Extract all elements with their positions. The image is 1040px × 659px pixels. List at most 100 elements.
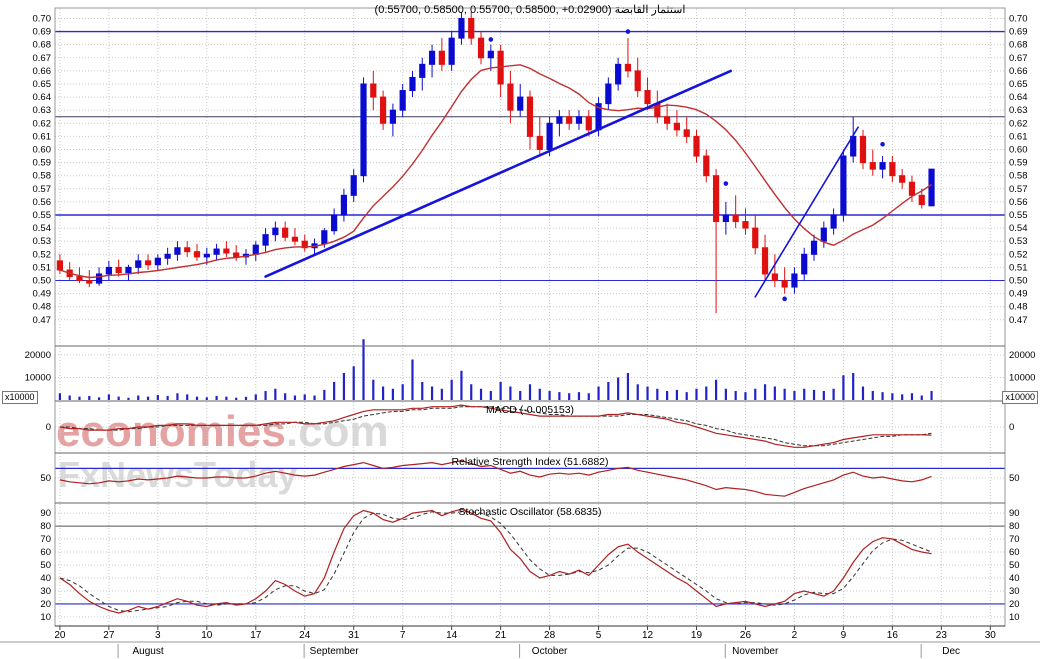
x-tick-label: 24 xyxy=(299,630,311,641)
x-axis-layer: 20 27 3 10 17 24 31 7 14 21 28 5 12 19 26 2 9 16 23 30 Augus… xyxy=(54,626,996,658)
x-tick-label: 31 xyxy=(348,630,360,641)
panel-labels-layer: MACD (-0.005153) Relative Strength Index … xyxy=(451,404,608,518)
price-axis-label: 0.60 xyxy=(33,144,52,155)
watermark-economies: economies.com xyxy=(56,407,389,456)
stoch-axis-label: 50 xyxy=(1009,560,1020,571)
price-axis-label: 0.58 xyxy=(33,171,52,182)
stoch-axis-label: 90 xyxy=(40,508,51,519)
price-axis-label: 0.63 xyxy=(1009,105,1028,116)
x-tick-label: 5 xyxy=(596,630,602,641)
price-axis-label: 0.56 xyxy=(33,197,52,208)
volume-axis-label: 10000 xyxy=(25,373,51,384)
stoch-axis-label: 20 xyxy=(1009,599,1020,610)
volume-multiplier-left: x10000 xyxy=(2,391,38,404)
stoch-axis-label: 10 xyxy=(40,612,51,623)
price-axis-label: 0.47 xyxy=(33,315,52,326)
volume-multiplier-right: x10000 xyxy=(1002,391,1038,404)
price-axis-label: 0.57 xyxy=(1009,184,1028,195)
month-label: August xyxy=(132,646,163,657)
price-axis-label: 0.59 xyxy=(33,158,52,169)
x-tick-label: 16 xyxy=(887,630,899,641)
x-tick-label: 23 xyxy=(936,630,948,641)
price-axis-label: 0.52 xyxy=(33,249,52,260)
price-axis-label: 0.50 xyxy=(1009,275,1028,286)
month-label: November xyxy=(732,646,779,657)
price-axis-label: 0.61 xyxy=(33,131,52,142)
price-axis-label: 0.68 xyxy=(33,40,52,51)
price-axis-label: 0.66 xyxy=(1009,66,1028,77)
month-label: September xyxy=(310,646,360,657)
chart-title: (0.55700, 0.58500, 0.55700, 0.58500, +0.… xyxy=(374,4,686,16)
price-axis-label: 0.51 xyxy=(1009,262,1028,273)
x-tick-label: 7 xyxy=(400,630,406,641)
price-axis-label: 0.55 xyxy=(1009,210,1028,221)
x-tick-label: 12 xyxy=(642,630,654,641)
rsi-axis-label: 50 xyxy=(1009,473,1020,484)
volume-axis-label: 10000 xyxy=(1009,373,1035,384)
price-axis-label: 0.67 xyxy=(1009,53,1028,64)
stoch-axis-label: 70 xyxy=(40,534,51,545)
price-axis-label: 0.58 xyxy=(1009,171,1028,182)
price-axis-label: 0.48 xyxy=(1009,302,1028,313)
stoch-axis-label: 40 xyxy=(1009,573,1020,584)
watermark-brand: economies xyxy=(56,407,286,456)
stoch-axis-label: 60 xyxy=(1009,547,1020,558)
price-axis-label: 0.69 xyxy=(1009,27,1028,38)
price-axis-label: 0.70 xyxy=(33,13,52,24)
month-label: October xyxy=(532,646,568,657)
volume-bars-layer xyxy=(58,339,933,400)
x-tick-label: 30 xyxy=(985,630,997,641)
stoch-axis-label: 60 xyxy=(40,547,51,558)
price-axis-label: 0.51 xyxy=(33,262,52,273)
price-axis-label: 0.66 xyxy=(33,66,52,77)
price-axis-label: 0.53 xyxy=(33,236,52,247)
rsi-panel-label: Relative Strength Index (51.6882) xyxy=(451,456,608,468)
stoch-axis-label: 50 xyxy=(40,560,51,571)
trendlines-layer xyxy=(264,29,885,302)
stoch-axis-label: 30 xyxy=(40,586,51,597)
price-axis-label: 0.64 xyxy=(33,92,52,103)
stoch-axis-label: 20 xyxy=(40,599,51,610)
stoch-axis-label: 30 xyxy=(1009,586,1020,597)
stoch-axis-label: 80 xyxy=(1009,521,1020,532)
price-axis-label: 0.56 xyxy=(1009,197,1028,208)
price-axis-label: 0.49 xyxy=(1009,289,1028,300)
stoch-axis-label: 90 xyxy=(1009,508,1020,519)
macd-axis-label: 0 xyxy=(46,422,51,433)
price-axis-label: 0.59 xyxy=(1009,158,1028,169)
volume-axis-label: 20000 xyxy=(1009,350,1035,361)
price-axis-label: 0.68 xyxy=(1009,40,1028,51)
x-tick-label: 20 xyxy=(54,630,66,641)
x-tick-label: 14 xyxy=(446,630,458,641)
macd-layer xyxy=(59,404,932,448)
price-axis-label: 0.65 xyxy=(33,79,52,90)
x-tick-label: 3 xyxy=(155,630,161,641)
x-tick-label: 28 xyxy=(544,630,556,641)
price-axis-label: 0.64 xyxy=(1009,92,1028,103)
stoch-axis-label: 10 xyxy=(1009,612,1020,623)
candles-layer xyxy=(56,11,935,314)
price-axis-label: 0.57 xyxy=(33,184,52,195)
stochastic-layer xyxy=(55,508,1005,614)
price-axis-label: 0.48 xyxy=(33,302,52,313)
price-axis-label: 0.47 xyxy=(1009,315,1028,326)
month-label: Dec xyxy=(942,646,960,657)
macd-panel-label: MACD (-0.005153) xyxy=(486,404,574,416)
price-axis-label: 0.63 xyxy=(33,105,52,116)
stoch-axis-label: 80 xyxy=(40,521,51,532)
x-tick-label: 9 xyxy=(841,630,847,641)
x-tick-label: 27 xyxy=(103,630,115,641)
x-tick-label: 17 xyxy=(250,630,262,641)
macd-axis-label: 0 xyxy=(1009,422,1014,433)
price-axis-label: 0.52 xyxy=(1009,249,1028,260)
axis-labels-layer: 0.47 0.47 0.48 0.48 0.49 0.49 0.50 0.50 0.51 0.51… xyxy=(25,13,1036,622)
price-axis-label: 0.69 xyxy=(33,27,52,38)
x-tick-label: 19 xyxy=(691,630,703,641)
frame-layer xyxy=(0,7,1040,643)
stoch-axis-label: 70 xyxy=(1009,534,1020,545)
price-axis-label: 0.61 xyxy=(1009,131,1028,142)
price-axis-label: 0.65 xyxy=(1009,79,1028,90)
price-axis-label: 0.54 xyxy=(33,223,52,234)
price-axis-label: 0.67 xyxy=(33,53,52,64)
